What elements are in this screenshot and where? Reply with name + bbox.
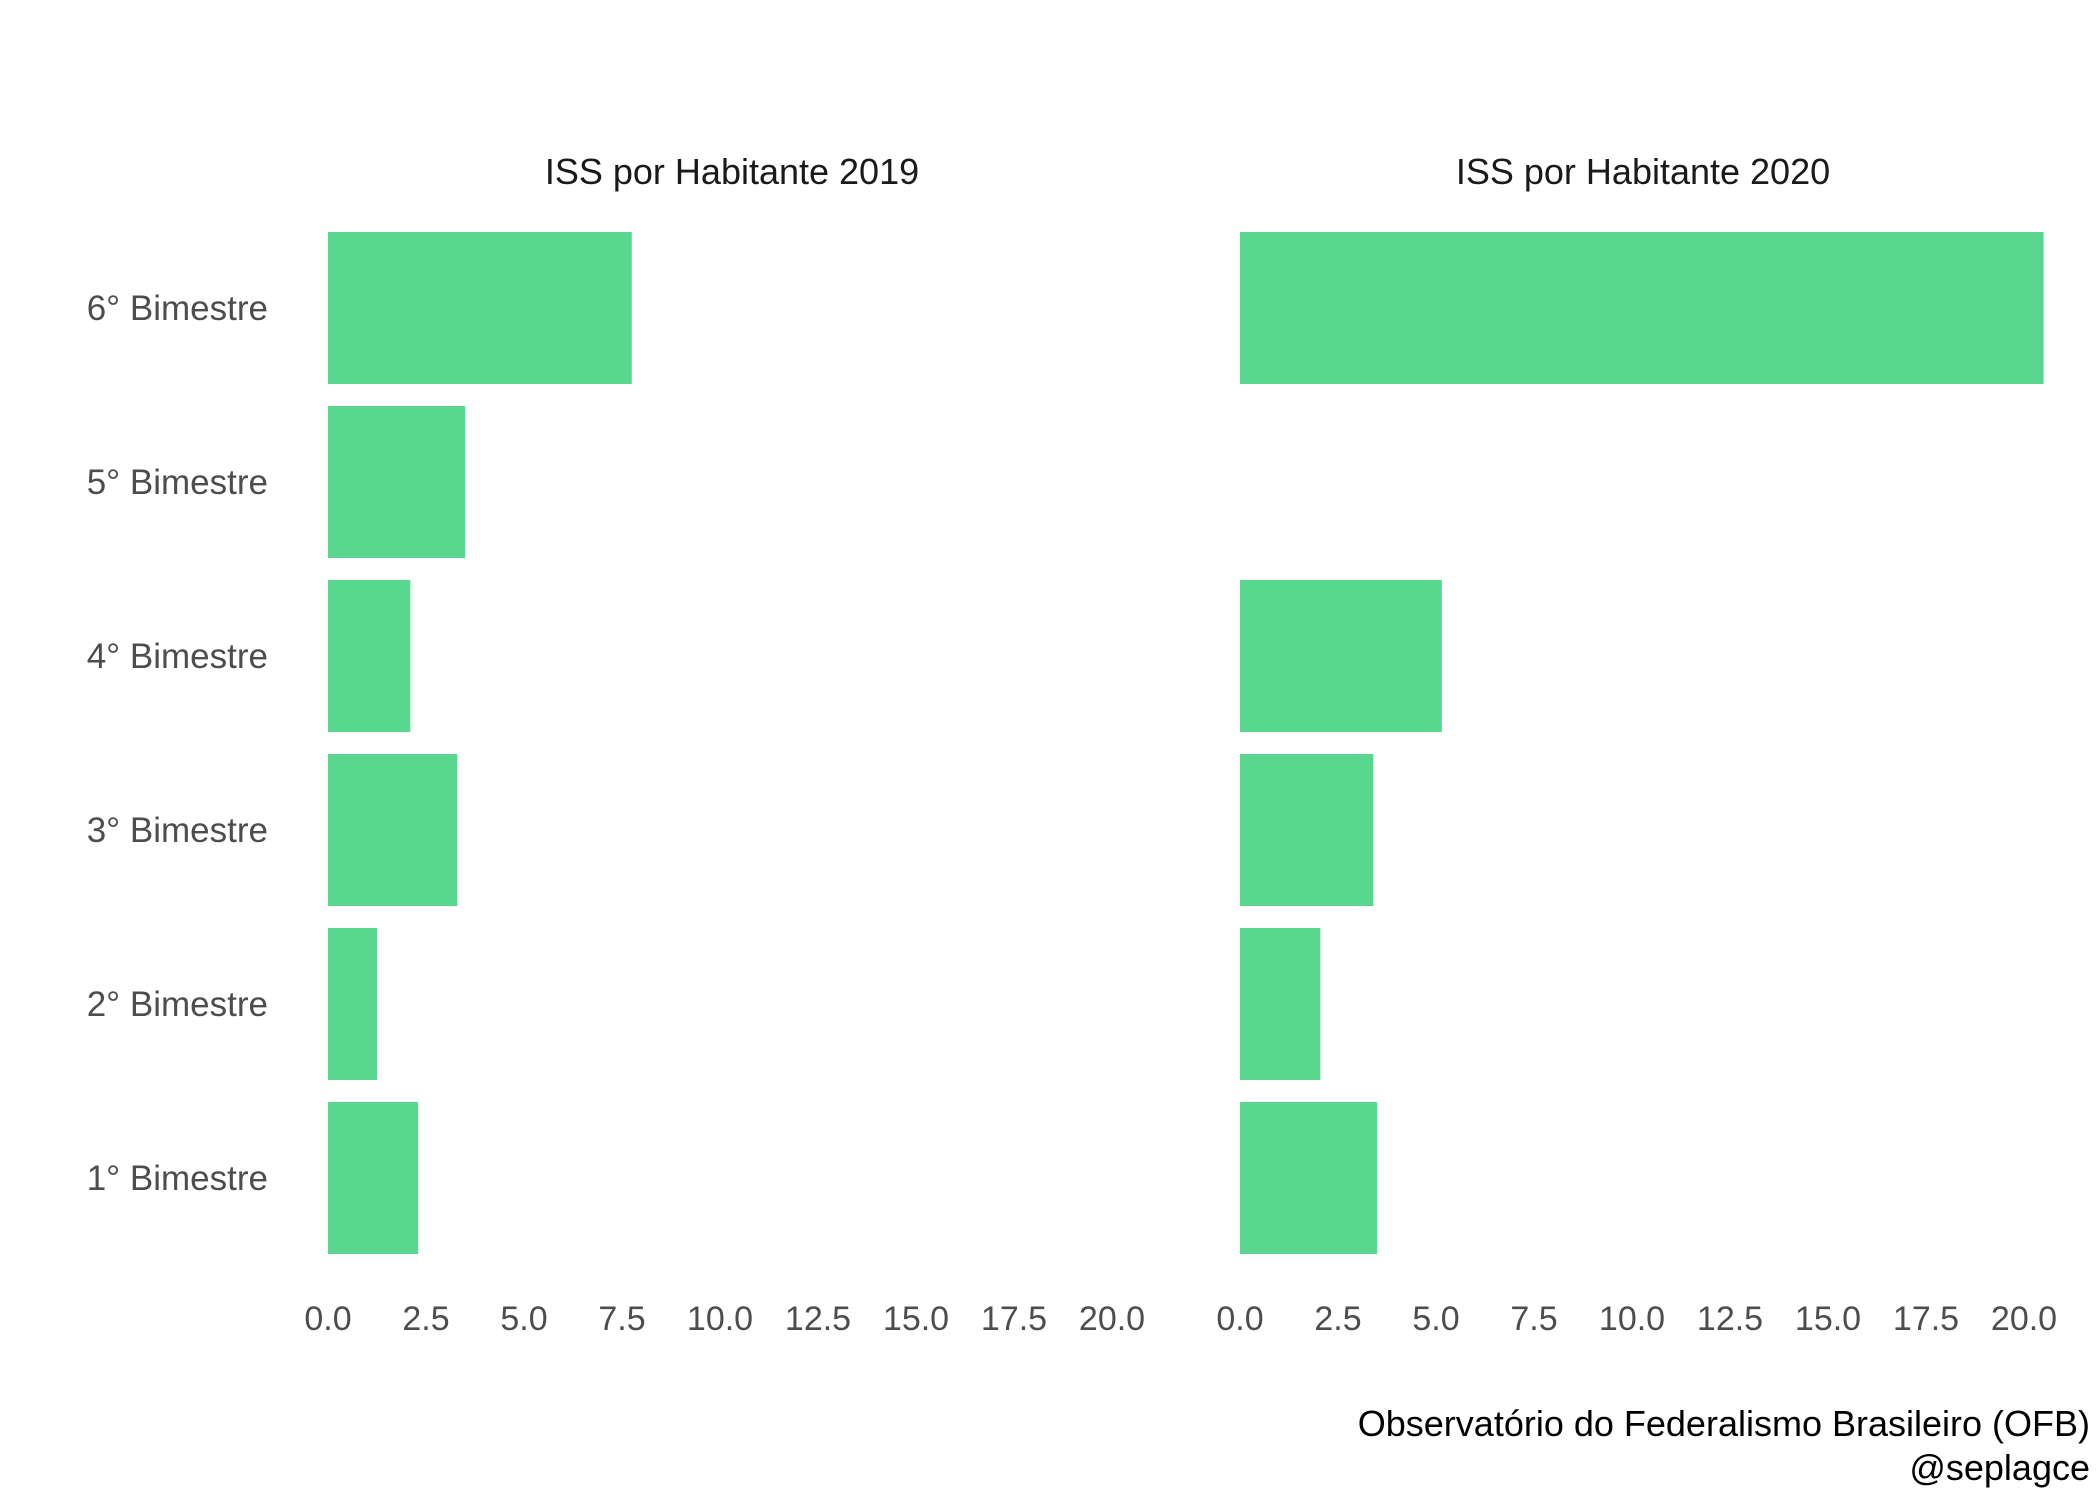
x-tick-label: 7.5 xyxy=(598,1300,645,1338)
x-tick-label: 0.0 xyxy=(304,1300,351,1338)
category-label: 5° Bimestre xyxy=(87,463,268,502)
x-tick-label: 7.5 xyxy=(1510,1300,1557,1338)
category-label: 2° Bimestre xyxy=(87,985,268,1024)
bar-2020-2 xyxy=(1240,928,1321,1080)
panel-title-2019: ISS por Habitante 2019 xyxy=(545,151,919,192)
bar-2019-2 xyxy=(328,928,377,1080)
bar-2020-1 xyxy=(1240,1102,1378,1254)
bar-2019-5 xyxy=(328,406,466,558)
x-tick-label: 17.5 xyxy=(981,1300,1047,1338)
bar-2020-3 xyxy=(1240,754,1374,906)
x-tick-label: 2.5 xyxy=(402,1300,449,1338)
caption-handle: @seplagce xyxy=(1909,1447,2090,1488)
bar-2019-1 xyxy=(328,1102,419,1254)
bar-2019-6 xyxy=(328,232,632,384)
x-tick-label: 0.0 xyxy=(1216,1300,1263,1338)
x-tick-label: 5.0 xyxy=(1412,1300,1459,1338)
caption: Observatório do Federalismo Brasileiro (… xyxy=(1358,1402,2090,1490)
x-tick-label: 5.0 xyxy=(500,1300,547,1338)
panel-2020: ISS por Habitante 2020 0.0 2.5 5.0 7.5 10.0 1… xyxy=(1216,151,2057,1338)
category-label: 4° Bimestre xyxy=(87,637,268,676)
x-tick-label: 10.0 xyxy=(1599,1300,1665,1338)
panel-title-2020: ISS por Habitante 2020 xyxy=(1456,151,1830,192)
x-tick-label: 20.0 xyxy=(1991,1300,2057,1338)
panel-2019: ISS por Habitante 2019 0.0 2.5 5.0 7.5 10.0 1… xyxy=(304,151,1145,1338)
caption-source: Observatório do Federalismo Brasileiro (… xyxy=(1357,1403,2090,1444)
bar-2020-4 xyxy=(1240,580,1442,732)
x-tick-label: 20.0 xyxy=(1079,1300,1145,1338)
x-tick-label: 10.0 xyxy=(687,1300,753,1338)
bar-2020-6 xyxy=(1240,232,2044,384)
x-tick-label: 17.5 xyxy=(1893,1300,1959,1338)
x-tick-label: 15.0 xyxy=(1795,1300,1861,1338)
bar-2019-3 xyxy=(328,754,458,906)
x-tick-label: 12.5 xyxy=(1697,1300,1763,1338)
bar-2019-4 xyxy=(328,580,411,732)
x-tick-label: 12.5 xyxy=(785,1300,851,1338)
x-tick-label: 2.5 xyxy=(1314,1300,1361,1338)
x-tick-label: 15.0 xyxy=(883,1300,949,1338)
category-label: 6° Bimestre xyxy=(87,289,268,328)
category-axis: 1° Bimestre 2° Bimestre 3° Bimestre 4° Bime… xyxy=(87,289,268,1198)
category-label: 3° Bimestre xyxy=(87,811,268,850)
category-label: 1° Bimestre xyxy=(87,1159,268,1198)
